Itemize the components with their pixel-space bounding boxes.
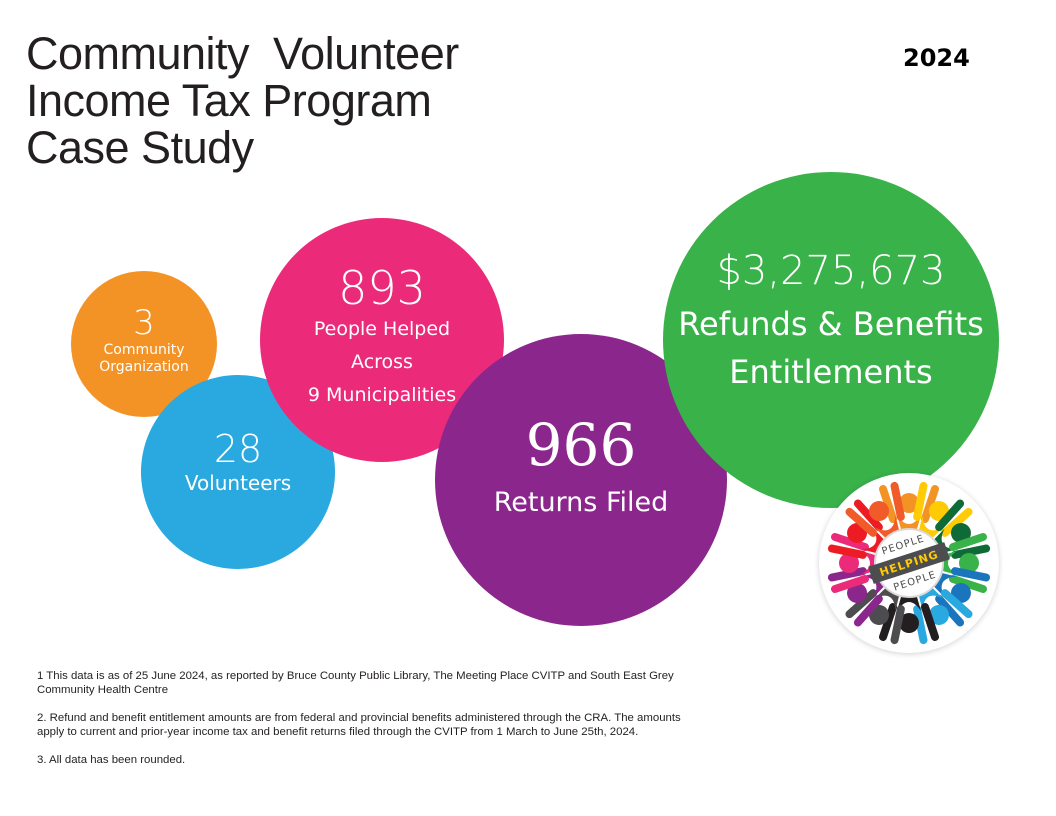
stat-label-line: Organization (99, 359, 189, 375)
stat-label: Returns Filed (493, 487, 669, 518)
stat-bubble-refunds: $3,275,673 Refunds & Benefits Entitlemen… (663, 172, 999, 508)
stat-label-line: Refunds & Benefits (678, 305, 984, 343)
logo-graphic: PEOPLE HELPING PEOPLE (827, 481, 991, 645)
stat-label-line: People Helped (313, 317, 451, 340)
title-line-3: Case Study (26, 122, 254, 173)
page-title: Community Volunteer Income Tax Program C… (26, 30, 459, 171)
footnotes: 1 This data is as of 25 June 2024, as re… (37, 669, 687, 781)
figure-ring (827, 481, 991, 645)
year-label: 2024 (903, 44, 970, 72)
stat-value: 28 (213, 427, 263, 471)
people-helping-people-logo-icon: PEOPLE HELPING PEOPLE (819, 473, 999, 653)
footnote-3: 3. All data has been rounded. (37, 754, 186, 766)
stat-value: $3,275,673 (716, 248, 946, 294)
stat-value: 893 (338, 260, 426, 315)
footnote-1: 1 This data is as of 25 June 2024, as re… (37, 670, 674, 696)
stat-label-line: Across (351, 350, 413, 373)
stat-label-line: Entitlements (729, 353, 933, 391)
stat-label: Volunteers (184, 471, 292, 495)
stat-bubble-organizations: 3 Community Organization (71, 271, 217, 417)
stat-value: 966 (525, 411, 637, 479)
stat-value: 3 (133, 303, 155, 343)
title-line-1: Community Volunteer (26, 28, 459, 79)
stat-label-line: 9 Municipalities (307, 383, 457, 406)
stat-label-line: Community (103, 342, 185, 358)
footnote-2: 2. Refund and benefit entitlement amount… (37, 712, 681, 738)
title-line-2: Income Tax Program (26, 75, 432, 126)
